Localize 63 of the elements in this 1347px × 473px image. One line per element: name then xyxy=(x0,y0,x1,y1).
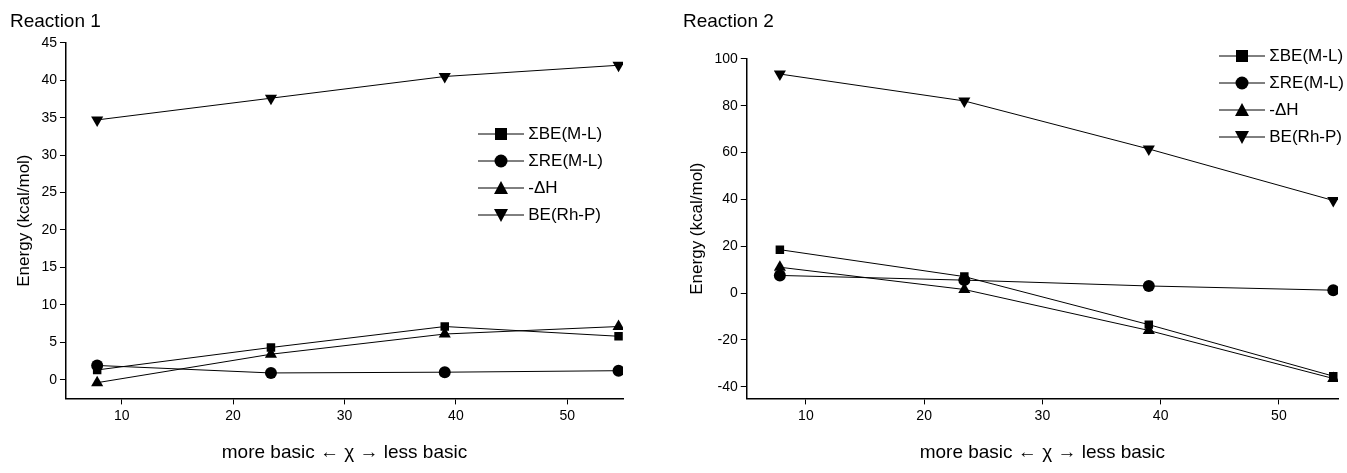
point xyxy=(440,322,449,331)
y-axis-title: Energy (kcal/mol) xyxy=(13,154,33,287)
legend-label: -ΔH xyxy=(528,177,558,199)
y-tick-label: 25 xyxy=(41,183,58,200)
y-tick-label: 30 xyxy=(41,145,58,162)
point xyxy=(773,260,786,271)
x-tick-label: 20 xyxy=(916,406,933,423)
y-tick-label: 20 xyxy=(41,220,58,237)
point xyxy=(1144,320,1154,329)
point xyxy=(614,332,623,341)
point xyxy=(612,61,623,73)
legend-label: ΣBE(M-L) xyxy=(528,123,603,145)
chart-title: Reaction 2 xyxy=(683,9,774,31)
y-tick-label: 15 xyxy=(41,258,58,275)
point xyxy=(1327,197,1338,208)
y-axis-title: Energy (kcal/mol) xyxy=(686,162,706,295)
legend-label: ΣRE(M-L) xyxy=(528,150,603,172)
legend-label: -ΔH xyxy=(1269,99,1299,121)
point xyxy=(91,375,104,387)
y-tick-label: 60 xyxy=(722,143,738,160)
point xyxy=(1327,284,1338,297)
point xyxy=(1142,279,1155,292)
y-tick-label: 40 xyxy=(722,190,738,207)
y-tick-label: 0 xyxy=(49,370,58,387)
y-tick-label: 5 xyxy=(49,333,58,350)
y-tick-label: 80 xyxy=(722,96,738,113)
point xyxy=(438,72,451,84)
point xyxy=(266,343,276,352)
y-tick-label: 20 xyxy=(722,237,738,254)
x-tick-label: 40 xyxy=(1152,406,1169,423)
x-tick-label: 30 xyxy=(336,406,353,423)
legend-label: ΣBE(M-L) xyxy=(1269,45,1344,67)
point xyxy=(958,97,971,108)
legend-label: BE(Rh-P) xyxy=(528,204,601,226)
y-tick-label: 10 xyxy=(41,295,58,312)
point xyxy=(773,269,786,282)
x-tick-label: 50 xyxy=(559,406,576,423)
point xyxy=(612,364,623,377)
point xyxy=(264,366,277,379)
legend-label: BE(Rh-P) xyxy=(1269,126,1342,148)
y-tick-label: 100 xyxy=(714,49,738,66)
x-tick-label: 10 xyxy=(113,406,130,423)
point xyxy=(612,319,623,331)
legend-label: ΣRE(M-L) xyxy=(1269,72,1344,94)
x-tick-label: 10 xyxy=(798,406,814,423)
x-tick-label: 20 xyxy=(225,406,242,423)
point xyxy=(775,245,785,254)
point xyxy=(264,94,278,106)
y-tick-label: -40 xyxy=(717,377,738,394)
point xyxy=(438,366,451,379)
y-tick-label: 35 xyxy=(41,108,58,125)
x-axis-title: more basic ← χ → less basic xyxy=(221,440,468,462)
y-tick-label: 0 xyxy=(729,283,738,300)
y-tick-label: 45 xyxy=(41,33,58,50)
point xyxy=(91,116,104,127)
y-tick-label: 40 xyxy=(41,71,58,88)
x-tick-label: 40 xyxy=(448,406,464,423)
x-axis-title: more basic ← χ → less basic xyxy=(919,440,1166,462)
x-tick-label: 30 xyxy=(1034,406,1051,423)
y-tick-label: -20 xyxy=(717,330,738,347)
x-tick-label: 50 xyxy=(1271,406,1287,423)
point xyxy=(1142,145,1155,156)
chart-title: Reaction 1 xyxy=(10,9,101,31)
